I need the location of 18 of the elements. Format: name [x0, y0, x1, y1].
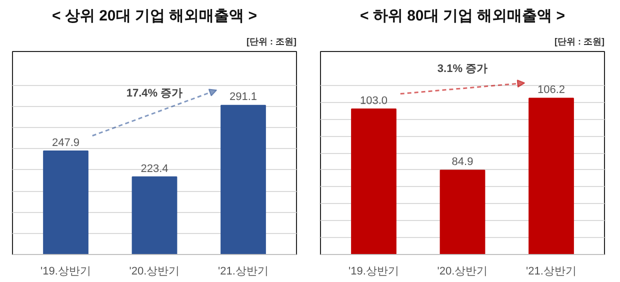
x-tick-label: '20.상반기	[129, 266, 180, 278]
x-tick-label: '20.상반기	[437, 266, 488, 278]
x-tick-label: '19.상반기	[40, 266, 91, 278]
chart-subtitle: [단위 : 조원]	[246, 36, 297, 46]
data-label: 247.9	[52, 136, 80, 149]
annotation: 17.4% 증가	[126, 87, 183, 100]
chart-title: < 하위 80대 기업 해외매출액 >	[360, 8, 566, 24]
chart-title: < 상위 20대 기업 해외매출액 >	[52, 8, 258, 24]
data-label: 106.2	[537, 84, 566, 96]
data-label: 103.0	[360, 94, 388, 107]
x-tick-label: '21.상반기	[526, 266, 576, 278]
data-label: 84.9	[452, 156, 474, 168]
chart-subtitle: [단위 : 조원]	[554, 36, 605, 46]
data-label: 291.1	[229, 91, 258, 104]
text: 3.1% 증가	[437, 62, 488, 75]
x-tick-label: '21.상반기	[218, 266, 268, 278]
x-tick-label: '19.상반기	[348, 266, 399, 278]
data-label: 223.4	[140, 162, 168, 175]
